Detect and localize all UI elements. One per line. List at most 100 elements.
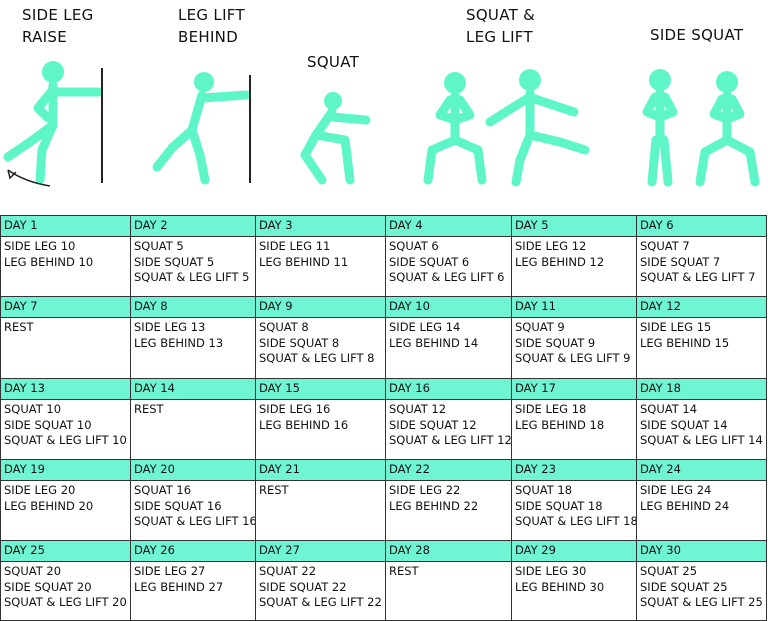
squat-figure xyxy=(300,92,371,185)
day-cell: SQUAT 8 SIDE SQUAT 8 SQUAT & LEG LIFT 8 xyxy=(255,317,386,379)
day-header: DAY 3 xyxy=(255,215,386,237)
text-line: SQUAT 20 xyxy=(4,564,62,578)
text-line: SQUAT & LEG LIFT 9 xyxy=(515,351,631,365)
text-line: SQUAT 5 xyxy=(134,239,184,253)
text-line: SIDE SQUAT 8 xyxy=(259,335,340,350)
text-line: SQUAT & LEG LIFT 10 xyxy=(4,433,127,447)
text-line: SIDE SQUAT 14 xyxy=(640,417,728,432)
text-line: SQUAT & LEG LIFT 8 xyxy=(259,351,375,365)
text-line: SIDE SQUAT 9 xyxy=(515,335,596,350)
text-line: SQUAT & LEG LIFT 20 xyxy=(4,595,127,609)
text-line: SQUAT xyxy=(307,53,360,71)
exercise-label: SQUAT & LEG LIFT xyxy=(466,4,535,48)
text-line: SIDE SQUAT 6 xyxy=(389,254,470,269)
text-line: REST xyxy=(4,320,34,334)
text-line: SQUAT & LEG LIFT 12 xyxy=(389,433,512,447)
exercise-label: SIDE SQUAT xyxy=(650,24,743,46)
text-line: SIDE SQUAT 10 xyxy=(4,417,92,432)
text-line: LEG BEHIND 30 xyxy=(515,579,605,594)
day-header: DAY 22 xyxy=(385,459,512,481)
day-header: DAY 26 xyxy=(130,540,256,562)
text-line: SIDE LEG 14 xyxy=(389,320,461,334)
text-line: LEG BEHIND 13 xyxy=(134,335,224,350)
text-line: SIDE LEG 30 xyxy=(515,564,587,578)
day-header: DAY 10 xyxy=(385,296,512,318)
text-line: SIDE LEG 16 xyxy=(259,402,331,416)
day-cell: SIDE LEG 20 LEG BEHIND 20 xyxy=(0,480,131,541)
day-cell: SQUAT 5 SIDE SQUAT 5 SQUAT & LEG LIFT 5 xyxy=(130,236,256,297)
text-line: LEG LIFT xyxy=(466,28,533,46)
day-header: DAY 21 xyxy=(255,459,386,481)
text-line: SQUAT 18 xyxy=(515,483,573,497)
text-line: LEG BEHIND 12 xyxy=(515,254,605,269)
text-line: SIDE LEG 15 xyxy=(640,320,712,334)
side-leg-raise-figure xyxy=(3,61,103,187)
day-header: DAY 13 xyxy=(0,378,131,400)
text-line: SIDE LEG 11 xyxy=(259,239,331,253)
text-line: SIDE LEG 22 xyxy=(389,483,461,497)
day-cell: SIDE LEG 15 LEG BEHIND 15 xyxy=(636,317,767,379)
day-header: DAY 7 xyxy=(0,296,131,318)
day-header: DAY 19 xyxy=(0,459,131,481)
day-cell: SQUAT 9 SIDE SQUAT 9 SQUAT & LEG LIFT 9 xyxy=(511,317,637,379)
text-line: BEHIND xyxy=(178,28,239,46)
text-line: SIDE LEG xyxy=(22,6,94,24)
day-cell: SQUAT 20 SIDE SQUAT 20 SQUAT & LEG LIFT 20 xyxy=(0,561,131,621)
figures xyxy=(3,61,760,187)
day-header: DAY 4 xyxy=(385,215,512,237)
text-line: SIDE SQUAT 5 xyxy=(134,254,215,269)
day-cell: SIDE LEG 12 LEG BEHIND 12 xyxy=(511,236,637,297)
day-header: DAY 24 xyxy=(636,459,767,481)
text-line: SQUAT 25 xyxy=(640,564,698,578)
day-header: DAY 16 xyxy=(385,378,512,400)
text-line: SQUAT & LEG LIFT 7 xyxy=(640,270,756,284)
day-header: DAY 1 xyxy=(0,215,131,237)
day-cell: SIDE LEG 14 LEG BEHIND 14 xyxy=(385,317,512,379)
day-header: DAY 15 xyxy=(255,378,386,400)
text-line: SQUAT 7 xyxy=(640,239,690,253)
text-line: SIDE LEG 13 xyxy=(134,320,206,334)
day-cell: SIDE LEG 13 LEG BEHIND 13 xyxy=(130,317,256,379)
text-line: LEG BEHIND 18 xyxy=(515,417,605,432)
text-line: SQUAT 22 xyxy=(259,564,317,578)
text-line: LEG BEHIND 10 xyxy=(4,254,94,269)
text-line: SIDE LEG 18 xyxy=(515,402,587,416)
text-line: REST xyxy=(259,483,289,497)
day-cell: REST xyxy=(0,317,131,379)
side-squat-figure xyxy=(642,69,760,187)
day-cell: SQUAT 7 SIDE SQUAT 7 SQUAT & LEG LIFT 7 xyxy=(636,236,767,297)
text-line: LEG BEHIND 27 xyxy=(134,579,224,594)
text-line: SIDE SQUAT 16 xyxy=(134,498,222,513)
day-header: DAY 28 xyxy=(385,540,512,562)
text-line: LEG BEHIND 24 xyxy=(640,498,730,513)
day-header: DAY 8 xyxy=(130,296,256,318)
text-line: LEG BEHIND 16 xyxy=(259,417,349,432)
text-line: SQUAT 10 xyxy=(4,402,62,416)
day-cell: SQUAT 10 SIDE SQUAT 10 SQUAT & LEG LIFT 10 xyxy=(0,399,131,460)
text-line: SQUAT & LEG LIFT 6 xyxy=(389,270,505,284)
day-header: DAY 9 xyxy=(255,296,386,318)
day-cell: REST xyxy=(385,561,512,621)
text-line: LEG BEHIND 14 xyxy=(389,335,479,350)
text-line: SIDE LEG 12 xyxy=(515,239,587,253)
leg-lift-behind-figure xyxy=(152,72,251,185)
text-line: LEG BEHIND 22 xyxy=(389,498,479,513)
day-cell: SQUAT 22 SIDE SQUAT 22 SQUAT & LEG LIFT 22 xyxy=(255,561,386,621)
text-line: SIDE SQUAT xyxy=(650,26,744,44)
day-cell: SIDE LEG 24 LEG BEHIND 24 xyxy=(636,480,767,541)
text-line: RAISE xyxy=(22,28,67,46)
day-cell: SIDE LEG 11 LEG BEHIND 11 xyxy=(255,236,386,297)
text-line: SQUAT 14 xyxy=(640,402,698,416)
squat-leg-lift-figure xyxy=(423,69,590,187)
text-line: SQUAT 8 xyxy=(259,320,309,334)
text-line: SQUAT & LEG LIFT 22 xyxy=(259,595,382,609)
day-header: DAY 17 xyxy=(511,378,637,400)
day-cell: SIDE LEG 22 LEG BEHIND 22 xyxy=(385,480,512,541)
day-cell: SQUAT 18 SIDE SQUAT 18 SQUAT & LEG LIFT 18 xyxy=(511,480,637,541)
text-line: SIDE LEG 27 xyxy=(134,564,206,578)
text-line: LEG LIFT xyxy=(178,6,245,24)
text-line: SQUAT & LEG LIFT 14 xyxy=(640,433,763,447)
text-line: SIDE SQUAT 22 xyxy=(259,579,347,594)
day-header: DAY 6 xyxy=(636,215,767,237)
